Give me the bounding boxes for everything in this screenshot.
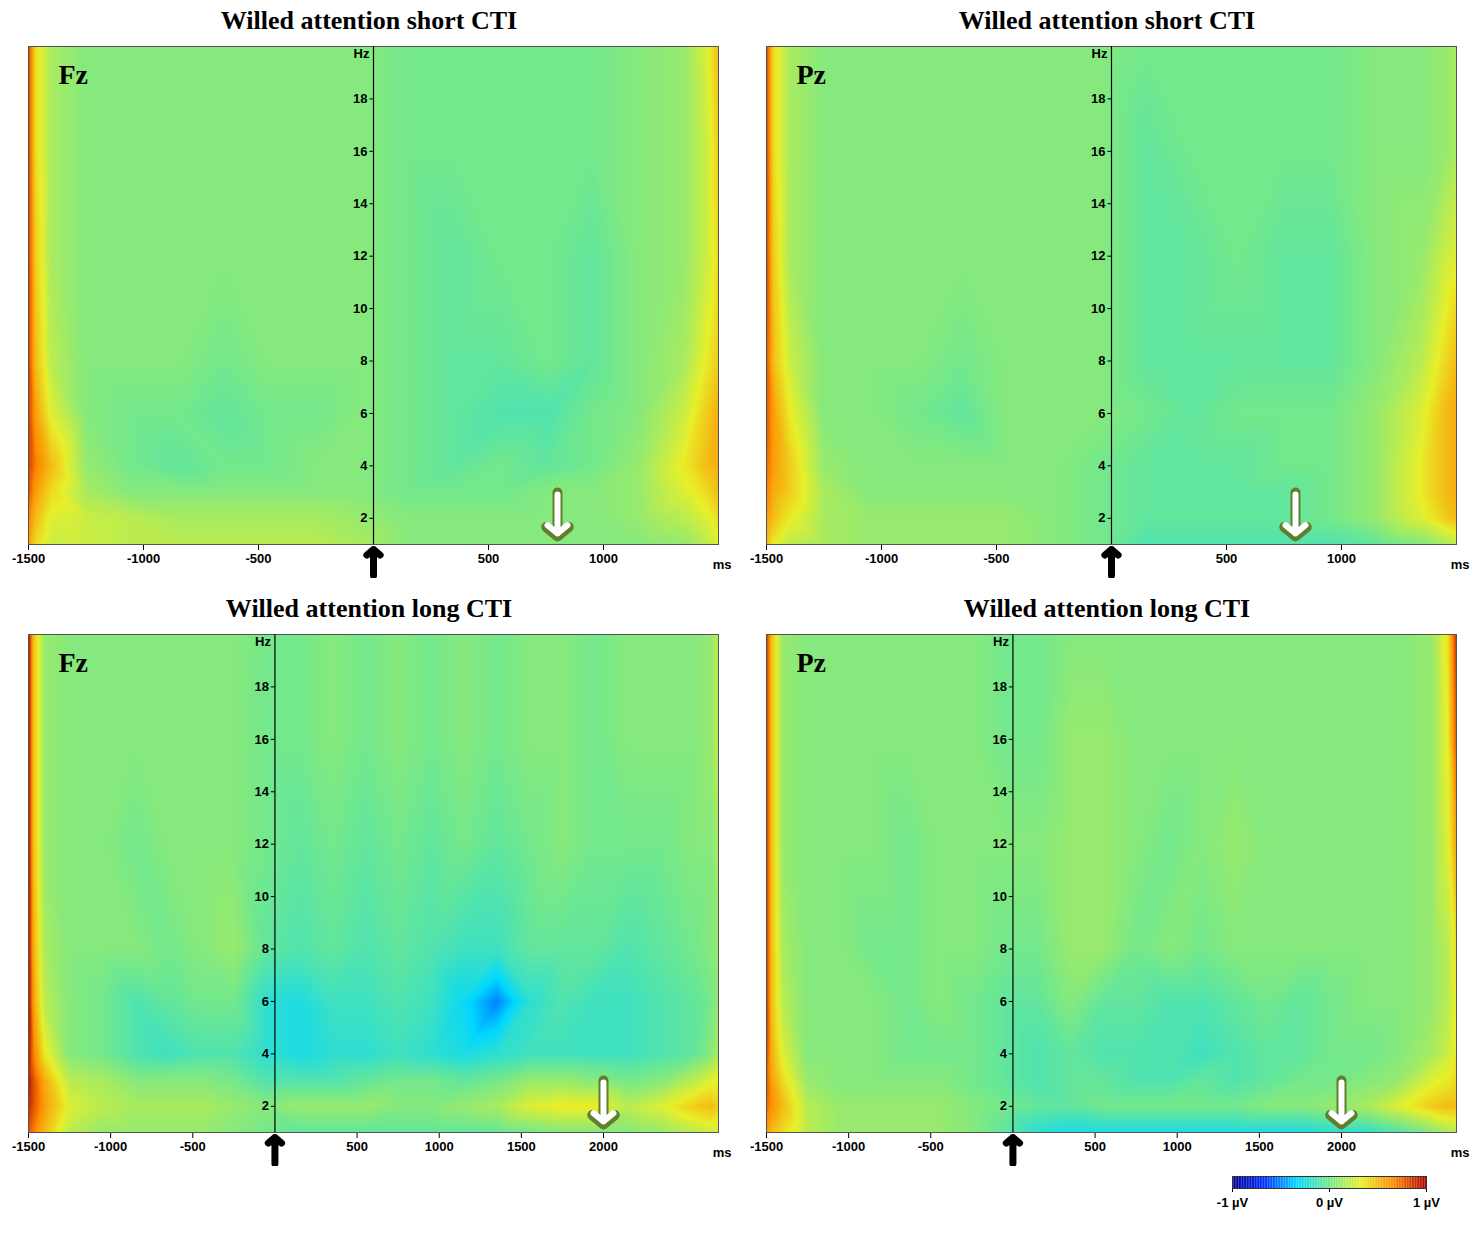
svg-text:1000: 1000 (425, 1139, 454, 1154)
svg-text:Fz: Fz (59, 647, 89, 678)
svg-text:8: 8 (262, 941, 269, 956)
svg-text:18: 18 (254, 679, 268, 694)
svg-text:Hz: Hz (1092, 46, 1108, 61)
svg-text:10: 10 (254, 889, 268, 904)
svg-text:12: 12 (1091, 248, 1105, 263)
svg-text:1000: 1000 (1327, 551, 1356, 566)
svg-text:14: 14 (353, 196, 368, 211)
svg-text:4: 4 (1098, 458, 1106, 473)
svg-text:Hz: Hz (993, 634, 1009, 649)
svg-text:18: 18 (992, 679, 1006, 694)
svg-text:12: 12 (254, 836, 268, 851)
svg-text:-1000: -1000 (127, 551, 160, 566)
svg-text:1 µV: 1 µV (1413, 1195, 1440, 1210)
svg-text:-1500: -1500 (12, 1139, 45, 1154)
svg-text:2000: 2000 (589, 1139, 618, 1154)
svg-text:14: 14 (992, 784, 1007, 799)
svg-text:8: 8 (1098, 353, 1105, 368)
svg-text:10: 10 (353, 301, 367, 316)
svg-text:2: 2 (360, 510, 367, 525)
svg-text:0 µV: 0 µV (1316, 1195, 1343, 1210)
svg-text:6: 6 (1000, 994, 1007, 1009)
svg-text:1000: 1000 (1163, 1139, 1192, 1154)
svg-text:500: 500 (1216, 551, 1238, 566)
svg-text:Pz: Pz (797, 59, 827, 90)
svg-text:-1500: -1500 (750, 551, 783, 566)
svg-text:16: 16 (992, 732, 1006, 747)
svg-text:Hz: Hz (255, 634, 271, 649)
svg-text:6: 6 (262, 994, 269, 1009)
svg-text:-500: -500 (983, 551, 1009, 566)
svg-text:-1000: -1000 (94, 1139, 127, 1154)
svg-text:-1500: -1500 (750, 1139, 783, 1154)
svg-text:500: 500 (478, 551, 500, 566)
svg-text:-500: -500 (245, 551, 271, 566)
svg-text:18: 18 (353, 91, 367, 106)
svg-text:ms: ms (1451, 1145, 1470, 1160)
svg-text:18: 18 (1091, 91, 1105, 106)
svg-text:16: 16 (1091, 144, 1105, 159)
svg-text:2000: 2000 (1327, 1139, 1356, 1154)
svg-text:500: 500 (1084, 1139, 1106, 1154)
svg-text:16: 16 (254, 732, 268, 747)
svg-text:10: 10 (992, 889, 1006, 904)
svg-text:-500: -500 (180, 1139, 206, 1154)
svg-text:12: 12 (353, 248, 367, 263)
svg-text:6: 6 (360, 406, 367, 421)
svg-text:-1000: -1000 (832, 1139, 865, 1154)
svg-text:-1000: -1000 (865, 551, 898, 566)
svg-text:500: 500 (346, 1139, 368, 1154)
svg-text:4: 4 (360, 458, 368, 473)
svg-text:ms: ms (713, 1145, 732, 1160)
svg-text:1500: 1500 (507, 1139, 536, 1154)
svg-text:1500: 1500 (1245, 1139, 1274, 1154)
html-text:Willed attention long CTI: Willed attention long CTI (963, 594, 1251, 623)
svg-text:14: 14 (1091, 196, 1106, 211)
svg-text:2: 2 (262, 1098, 269, 1113)
svg-text:-500: -500 (918, 1139, 944, 1154)
svg-text:12: 12 (992, 836, 1006, 851)
svg-text:2: 2 (1000, 1098, 1007, 1113)
svg-text:ms: ms (713, 557, 732, 572)
svg-text:-1 µV: -1 µV (1217, 1195, 1249, 1210)
html-text:Willed attention long CTI: Willed attention long CTI (225, 594, 513, 623)
svg-text:14: 14 (254, 784, 269, 799)
svg-text:4: 4 (1000, 1046, 1008, 1061)
svg-text:1000: 1000 (589, 551, 618, 566)
html-text:Willed attention short CTI: Willed attention short CTI (958, 6, 1256, 35)
svg-text:16: 16 (353, 144, 367, 159)
svg-text:Hz: Hz (354, 46, 370, 61)
svg-text:8: 8 (360, 353, 367, 368)
svg-text:-1500: -1500 (12, 551, 45, 566)
svg-text:6: 6 (1098, 406, 1105, 421)
svg-text:8: 8 (1000, 941, 1007, 956)
svg-text:2: 2 (1098, 510, 1105, 525)
svg-text:10: 10 (1091, 301, 1105, 316)
svg-text:ms: ms (1451, 557, 1470, 572)
svg-text:Fz: Fz (59, 59, 89, 90)
svg-text:Pz: Pz (797, 647, 827, 678)
html-text:Willed attention short CTI: Willed attention short CTI (220, 6, 518, 35)
svg-text:4: 4 (262, 1046, 270, 1061)
